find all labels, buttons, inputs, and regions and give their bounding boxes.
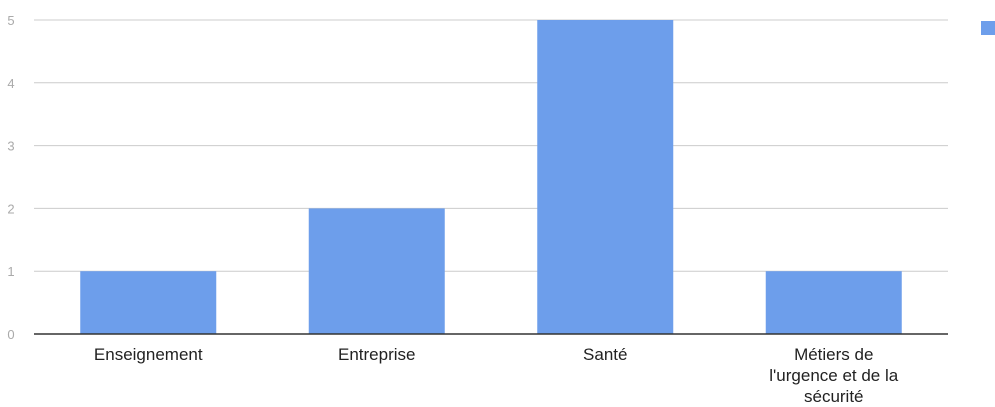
x-tick-label: Enseignement [93, 345, 203, 364]
y-tick-label: 0 [7, 327, 14, 342]
y-tick-label: 1 [7, 264, 14, 279]
y-tick-label: 5 [7, 13, 14, 28]
y-tick-label: 2 [7, 201, 14, 216]
x-tick-label: Santé [583, 345, 628, 364]
y-tick-label: 4 [7, 76, 14, 91]
bar [308, 208, 445, 334]
bar [537, 20, 674, 334]
x-tick-label: Métiers de l'urgence et de la sécurité [769, 345, 899, 406]
y-tick-label: 3 [7, 139, 14, 154]
bar [80, 271, 217, 334]
x-tick-label: Entreprise [338, 345, 416, 364]
legend-swatch [981, 21, 995, 35]
bar [765, 271, 902, 334]
